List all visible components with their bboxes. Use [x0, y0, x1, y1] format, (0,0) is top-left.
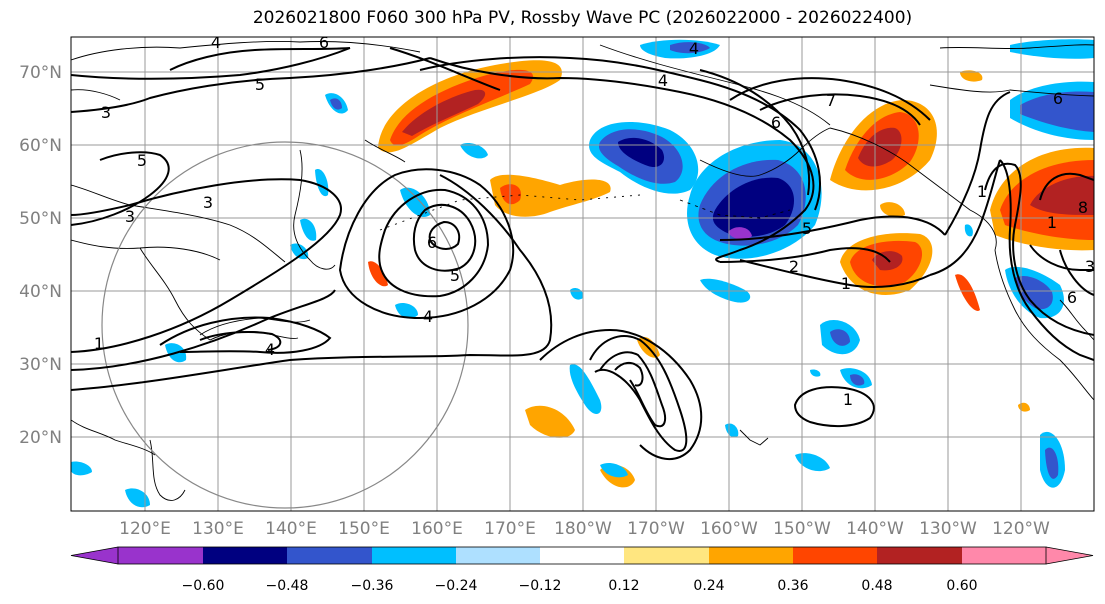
contour-label: 6 — [319, 33, 329, 52]
contour-label: 6 — [427, 233, 437, 252]
colorbar-left-arrow — [70, 546, 119, 565]
contour-label: 1 — [843, 390, 853, 409]
pv-contours — [71, 47, 1094, 460]
lon-label: 150°W — [773, 519, 831, 539]
colorbar-tick: −0.12 — [519, 578, 562, 594]
colorbar-tick: 0.24 — [693, 578, 724, 594]
contour-label: 6 — [1053, 89, 1063, 108]
colorbar-tick: 0.60 — [946, 578, 977, 594]
lon-label: 170°W — [627, 519, 685, 539]
contour-label: 5 — [255, 75, 265, 94]
colorbar-swatch — [287, 547, 372, 564]
contour-label: 8 — [1078, 198, 1088, 217]
colorbar-tick: 0.12 — [608, 578, 639, 594]
contour-label: 3 — [125, 207, 135, 226]
contour-label: 1 — [977, 182, 987, 201]
colorbar-tick: −0.48 — [266, 578, 309, 594]
lon-label: 120°E — [119, 519, 171, 539]
contour-label: 4 — [658, 71, 668, 90]
contour-label: 1 — [1047, 213, 1057, 232]
longitude-labels: 120°E 130°E 140°E 150°E 160°E 170°E 180°… — [119, 519, 1050, 539]
lat-label: 50°N — [19, 209, 62, 229]
colorbar-swatch — [709, 547, 793, 564]
contour-label: 6 — [771, 113, 781, 132]
reference-circle — [101, 141, 469, 509]
colorbar-swatch — [624, 547, 709, 564]
contour-label: 7 — [826, 91, 836, 110]
colorbar-border — [117, 546, 1047, 565]
lon-label: 150°E — [338, 519, 390, 539]
coastlines — [71, 41, 1094, 501]
colorbar-swatch — [203, 547, 287, 564]
contour-label: 6 — [1067, 288, 1077, 307]
lon-label: 120°W — [992, 519, 1050, 539]
contour-label: 1 — [94, 334, 104, 353]
lat-label: 20°N — [19, 428, 62, 448]
contour-label: 3 — [203, 193, 213, 212]
contour-label: 5 — [137, 151, 147, 170]
contour-label: 5 — [802, 219, 812, 238]
lat-lon-grid — [71, 37, 1094, 511]
negative-anomaly-shading — [71, 39, 1094, 508]
colorbar-swatch — [372, 547, 456, 564]
lon-label: 140°E — [265, 519, 317, 539]
colorbar-swatch — [1046, 547, 1093, 564]
colorbar-tick: −0.60 — [182, 578, 225, 594]
lon-label: 130°W — [919, 519, 977, 539]
lat-label: 60°N — [19, 136, 62, 156]
contour-label: 3 — [1085, 257, 1095, 276]
colorbar-tick: −0.36 — [351, 578, 394, 594]
colorbar-right-arrow — [1045, 546, 1094, 565]
colorbar-tick: −0.24 — [435, 578, 478, 594]
contour-label: 4 — [423, 307, 433, 326]
contour-label: 2 — [789, 257, 799, 276]
contour-label: 3 — [101, 103, 111, 122]
colorbar-swatch — [962, 547, 1046, 564]
colorbar-swatch — [793, 547, 877, 564]
colorbar-swatch — [540, 547, 624, 564]
positive-anomaly-shading — [368, 60, 1094, 488]
lon-label: 140°W — [846, 519, 904, 539]
contour-label: 5 — [450, 266, 460, 285]
colorbar: −0.60 −0.48 −0.36 −0.24 −0.12 0.12 0.24 … — [70, 546, 1094, 594]
lon-label: 160°W — [700, 519, 758, 539]
lon-label: 160°E — [411, 519, 463, 539]
colorbar-swatch — [877, 547, 962, 564]
contour-labels: 4 6 3 5 3 5 3 1 4 6 5 4 1 4 4 7 6 5 2 1 … — [94, 33, 1095, 409]
lat-label: 70°N — [19, 63, 62, 83]
map-border — [70, 36, 1095, 512]
colorbar-swatch — [118, 547, 203, 564]
contour-label: 4 — [265, 340, 275, 359]
lon-label: 170°E — [484, 519, 536, 539]
contour-label: 4 — [689, 39, 699, 58]
colorbar-swatch — [456, 547, 540, 564]
colorbar-tick: 0.36 — [777, 578, 808, 594]
contour-label: 1 — [841, 274, 851, 293]
lat-label: 40°N — [19, 282, 62, 302]
colorbar-swatch — [71, 547, 118, 564]
colorbar-ticks: −0.60 −0.48 −0.36 −0.24 −0.12 0.12 0.24 … — [182, 578, 978, 594]
map-title: 2026021800 F060 300 hPa PV, Rossby Wave … — [252, 8, 913, 28]
colorbar-tick: 0.48 — [861, 578, 892, 594]
lon-label: 130°E — [192, 519, 244, 539]
contour-label: 4 — [211, 33, 221, 52]
colorbar-swatches — [71, 547, 1093, 564]
lat-label: 30°N — [19, 355, 62, 375]
lon-label: 180°W — [554, 519, 612, 539]
latitude-labels: 70°N 60°N 50°N 40°N 30°N 20°N — [19, 63, 62, 448]
